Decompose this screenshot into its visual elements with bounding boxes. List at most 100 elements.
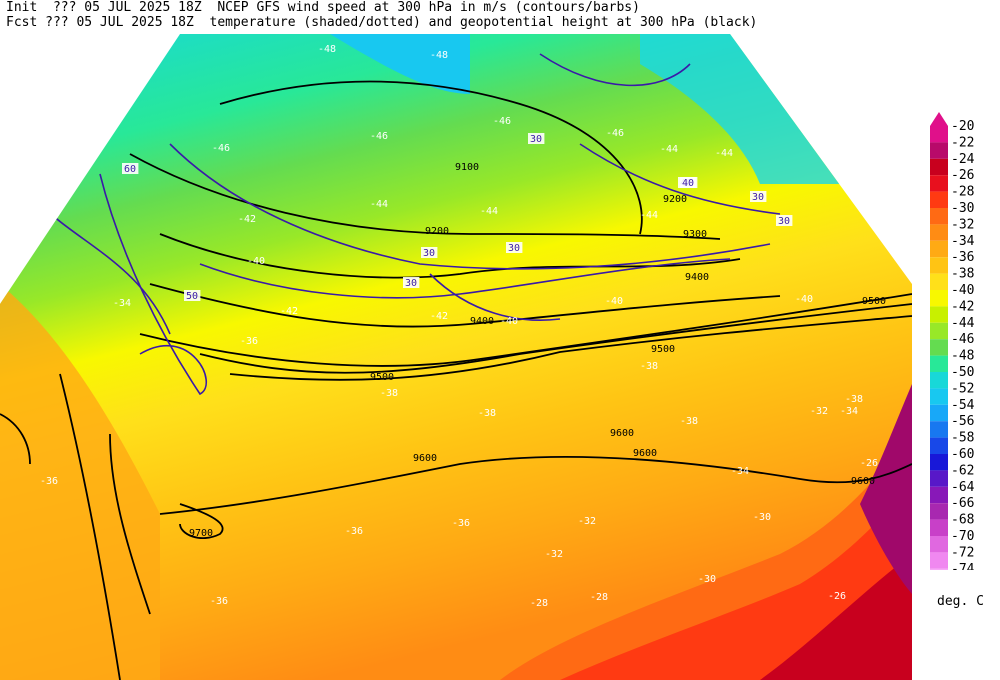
height-label: 9100	[455, 162, 479, 173]
height-label: 9200	[425, 226, 449, 237]
temperature-label: -42	[430, 311, 448, 322]
wind-label: 40	[680, 177, 697, 189]
temperature-label: -40	[795, 294, 813, 305]
colorbar-swatch	[930, 339, 948, 356]
temperature-label: -46	[493, 116, 511, 127]
height-label: 9600	[851, 476, 875, 487]
wind-label-text: 30	[508, 243, 520, 254]
wind-label-bg	[122, 163, 139, 174]
height-label-text: 9200	[663, 194, 687, 205]
wind-label-bg	[528, 133, 545, 144]
colorbar-swatch	[930, 126, 948, 143]
temperature-label: -44	[715, 148, 733, 159]
temperature-label-text: -48	[318, 44, 336, 55]
temperature-label-text: -44	[715, 148, 733, 159]
temperature-label-text: -38	[478, 408, 496, 419]
temperature-label: -44	[640, 210, 658, 221]
temperature-label: -30	[698, 574, 716, 585]
wind-label-text: 30	[423, 248, 435, 259]
temperature-label-text: -36	[40, 476, 58, 487]
temperature-label-text: -36	[210, 596, 228, 607]
header-line-init: Init ??? 05 JUL 2025 18Z NCEP GFS wind s…	[6, 0, 640, 15]
temperature-label-text: -46	[370, 131, 388, 142]
colorbar-swatch	[930, 388, 948, 405]
height-label: 9600	[633, 448, 657, 459]
colorbar-label: -54	[951, 398, 975, 413]
geopotential-contours	[0, 80, 912, 680]
temperature-label-text: -32	[810, 406, 828, 417]
temperature-label-text: -44	[660, 144, 678, 155]
wind-label: 30	[403, 277, 420, 289]
colorbar-arrow-top	[930, 112, 948, 126]
temperature-label-text: -32	[545, 549, 563, 560]
height-labels: 9100 9200 9200 9300 9400 9400 9500 9500 9500 9600…	[189, 162, 886, 539]
wind-label-text: 40	[682, 178, 694, 189]
temperature-label-text: -36	[345, 526, 363, 537]
height-label-text: 9600	[851, 476, 875, 487]
height-label: 9700	[189, 528, 213, 539]
height-label-text: 9500	[651, 344, 675, 355]
temperature-label-text: -46	[493, 116, 511, 127]
temperature-label: -38	[640, 361, 658, 372]
colorbar-label: -30	[951, 201, 974, 216]
warm-region-west	[0, 284, 160, 680]
temperature-label: -28	[530, 598, 548, 609]
height-label-text: 9300	[683, 229, 707, 240]
colorbar-label: -46	[951, 332, 974, 347]
temperature-label: -36	[210, 596, 228, 607]
temperature-label-text: -42	[280, 306, 298, 317]
temperature-label: -36	[40, 476, 58, 487]
temperature-label-text: -46	[606, 128, 624, 139]
temperature-label: -34	[840, 406, 858, 417]
colorbar-swatch	[930, 224, 948, 241]
temperature-label: -44	[480, 206, 498, 217]
temperature-label: -28	[590, 592, 608, 603]
wind-label: 30	[750, 191, 767, 203]
temperature-label-text: -48	[430, 50, 448, 61]
colorbar-swatch	[930, 519, 948, 536]
colorbar-label: -66	[951, 496, 974, 511]
temperature-label-text: -38	[380, 388, 398, 399]
colorbar-swatch	[930, 191, 948, 208]
temperature-label-text: -40	[500, 316, 518, 327]
cold-core-north	[330, 34, 470, 94]
colorbar-swatch	[930, 322, 948, 340]
temperature-label: -44	[660, 144, 678, 155]
weather-map: 9100 9200 9200 9300 9400 9400 9500 9500 9500 9600…	[0, 34, 912, 680]
height-label-text: 9600	[633, 448, 657, 459]
temperature-label-text: -38	[640, 361, 658, 372]
colorbar-swatch	[930, 454, 948, 471]
temperature-label: -42	[280, 306, 298, 317]
wind-label: 60	[122, 163, 139, 175]
temperature-labels: -48 -48 -46 -46 -46 -46 -44 -44 -44 -44 -44 -42 -42 -…	[40, 44, 878, 609]
colorbar-swatch	[930, 437, 948, 454]
temperature-label: -30	[753, 512, 771, 523]
temperature-label: -46	[212, 143, 230, 154]
colorbar-swatch	[930, 421, 948, 438]
colorbar-swatch	[930, 503, 948, 520]
height-label: 9500	[370, 372, 394, 383]
colorbar-unit: deg. C	[937, 594, 984, 609]
temperature-label-text: -26	[828, 591, 846, 602]
wind-label-text: 30	[778, 216, 790, 227]
height-label: 9500	[862, 296, 886, 307]
colorbar-swatch	[930, 470, 948, 487]
height-label: 9600	[413, 453, 437, 464]
temperature-label: -46	[370, 131, 388, 142]
temperature-label: -36	[240, 336, 258, 347]
colorbar-swatch	[930, 486, 948, 504]
temperature-label-text: -36	[240, 336, 258, 347]
temperature-label: -36	[452, 518, 470, 529]
colorbar-label: -48	[951, 349, 974, 364]
temperature-label: -34	[113, 298, 131, 309]
temperature-label: -48	[318, 44, 336, 55]
height-label-text: 9400	[470, 316, 494, 327]
magenta-patch-east	[860, 384, 912, 594]
colorbar-swatch	[930, 404, 948, 422]
height-label-text: 9600	[610, 428, 634, 439]
wind-label-bg	[506, 242, 523, 253]
temperature-label: -32	[578, 516, 596, 527]
temperature-label: -44	[370, 199, 388, 210]
colorbar-label: -68	[951, 513, 974, 528]
height-label: 9400	[470, 316, 494, 327]
